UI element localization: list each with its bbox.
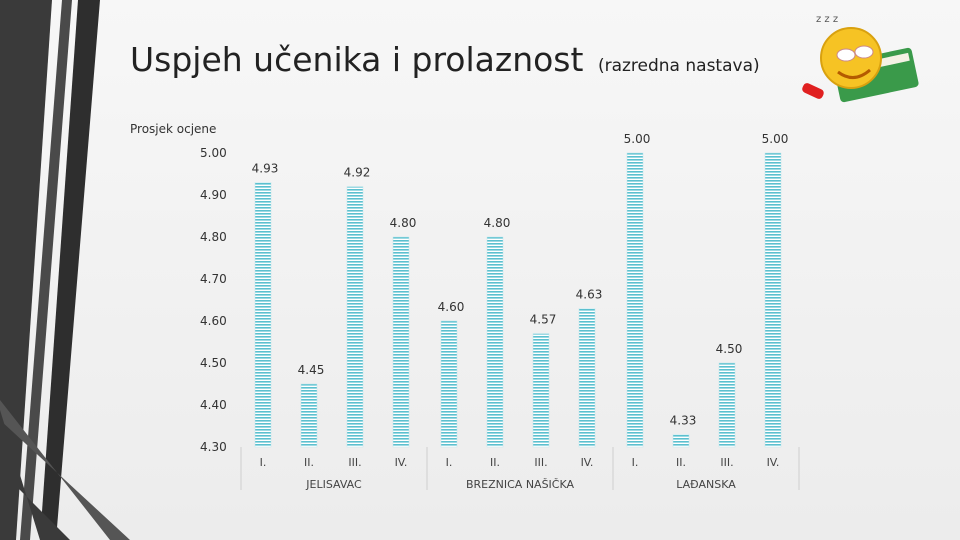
bar-value-label: 4.33: [670, 413, 697, 427]
x-category-label: IV.: [581, 456, 594, 469]
bar-value-label: 4.45: [298, 363, 325, 377]
bar-value-label: 4.92: [344, 166, 371, 180]
y-tick-label: 4.40: [200, 398, 227, 412]
page-title: Uspjeh učenika i prolaznost (razredna na…: [130, 40, 760, 79]
x-category-label: I.: [632, 456, 639, 469]
x-category-label: III.: [720, 456, 733, 469]
y-tick-label: 4.50: [200, 356, 227, 370]
y-tick-label: 4.80: [200, 230, 227, 244]
y-tick-label: 5.00: [200, 146, 227, 160]
bar: [626, 152, 644, 448]
bar: [392, 236, 410, 448]
y-tick-label: 4.30: [200, 440, 227, 454]
bar: [440, 320, 458, 448]
x-axis: I. II. III. IV. JELISAVAC I. II. III. IV. BREZNIC…: [240, 447, 800, 491]
bar-value-label: 4.50: [716, 342, 743, 356]
sleep-letters-icon: z z z: [816, 14, 838, 25]
x-group-label: JELISAVAC: [305, 478, 362, 491]
bar: [346, 186, 364, 448]
bar: [532, 333, 550, 448]
bar: [300, 383, 318, 448]
y-tick-label: 4.60: [200, 314, 227, 328]
x-category-label: IV.: [395, 456, 408, 469]
bar-value-label: 5.00: [624, 132, 651, 146]
bar-value-label: 4.93: [252, 161, 279, 175]
x-category-label: III.: [534, 456, 547, 469]
bar: [718, 362, 736, 448]
bar: [578, 308, 596, 448]
x-category-label: III.: [348, 456, 361, 469]
x-category-label: II.: [676, 456, 686, 469]
bar-value-label: 4.63: [576, 287, 603, 301]
y-tick-label: 4.90: [200, 188, 227, 202]
bar-value-label: 5.00: [762, 132, 789, 146]
page-title-main: Uspjeh učenika i prolaznost: [130, 40, 584, 79]
smiley-reading-book-icon: z z z: [802, 14, 919, 103]
y-axis-label: Prosjek ocjene: [130, 122, 216, 136]
page-subtitle: (razredna nastava): [597, 56, 760, 76]
x-category-label: I.: [260, 456, 267, 469]
x-group-label: BREZNICA NAŠIČKA: [466, 478, 575, 491]
x-category-label: I.: [446, 456, 453, 469]
bar: [254, 182, 272, 448]
decorative-stripes: [0, 0, 130, 540]
bar-value-label: 4.80: [390, 216, 417, 230]
bars: 4.93 4.45 4.92 4.80 4.60 4.80 4.57 4.63 5.00 4.33…: [252, 132, 789, 448]
bar-value-label: 4.57: [530, 313, 557, 327]
x-category-label: II.: [490, 456, 500, 469]
y-tick-label: 4.70: [200, 272, 227, 286]
x-group-label: LAĐANSKA: [676, 478, 736, 491]
bar-value-label: 4.60: [438, 300, 465, 314]
bar: [672, 434, 690, 448]
x-category-label: IV.: [767, 456, 780, 469]
bar: [486, 236, 504, 448]
x-category-label: II.: [304, 456, 314, 469]
y-axis-ticks: 5.00 4.90 4.80 4.70 4.60 4.50 4.40 4.30: [200, 146, 227, 454]
bar: [764, 152, 782, 448]
bar-value-label: 4.80: [484, 216, 511, 230]
